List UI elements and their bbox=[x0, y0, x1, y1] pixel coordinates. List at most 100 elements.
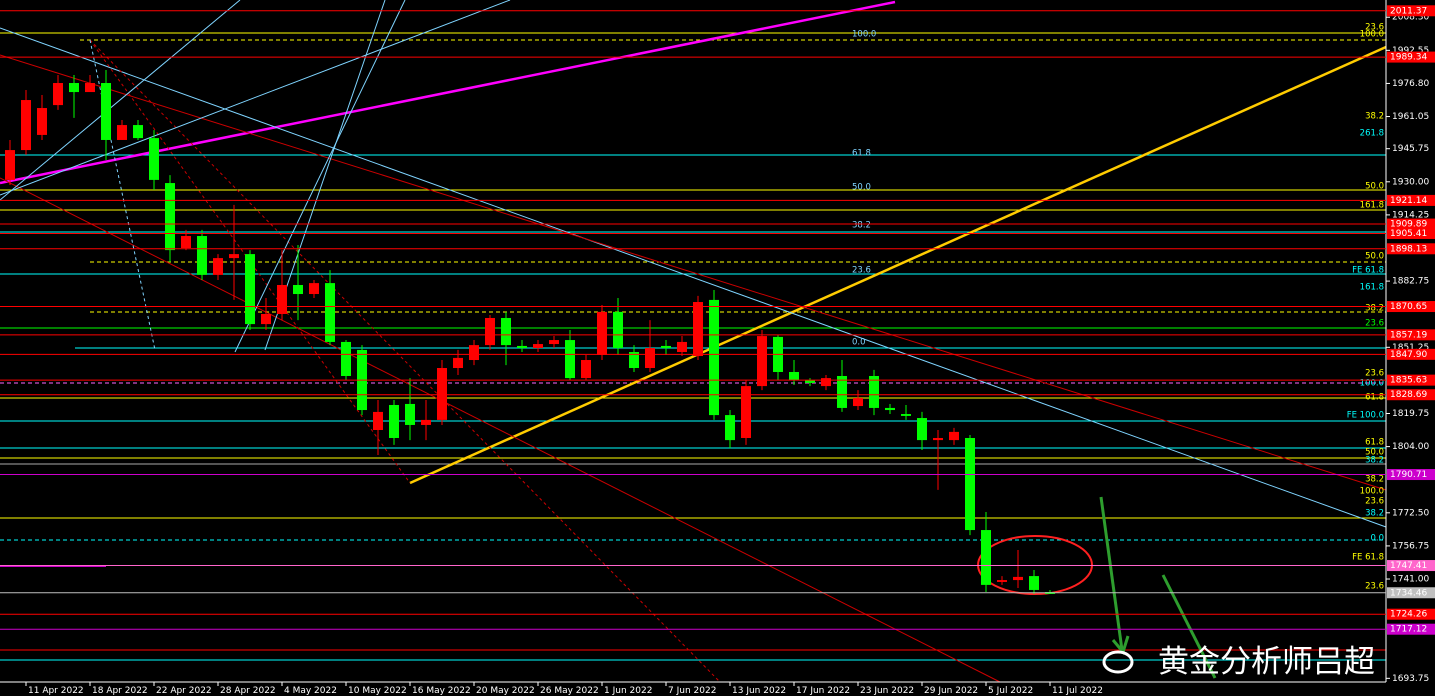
candle-body bbox=[837, 375, 847, 408]
candle-body bbox=[325, 283, 335, 342]
candle-body bbox=[949, 431, 959, 441]
candle-body bbox=[389, 404, 399, 438]
candle-body bbox=[501, 317, 511, 346]
candle-body bbox=[869, 375, 879, 408]
x-tick-label: 17 Jun 2022 bbox=[796, 686, 850, 696]
fib-label: 38.2 bbox=[1365, 456, 1384, 466]
price-tag-label: 1734.46 bbox=[1390, 588, 1427, 598]
fib-label: FE 61.8 bbox=[1352, 266, 1384, 276]
candle-body bbox=[181, 236, 191, 248]
candle-body bbox=[933, 437, 943, 441]
price-tag bbox=[1387, 389, 1435, 401]
candle-body bbox=[69, 83, 79, 93]
candle-body bbox=[421, 419, 431, 425]
candle-body bbox=[5, 150, 15, 180]
candle-body bbox=[1029, 576, 1039, 590]
fib-label: 38.2 bbox=[852, 221, 871, 231]
price-tag-label: 1909.89 bbox=[1390, 220, 1427, 230]
trend-line bbox=[0, 0, 241, 201]
candle-body bbox=[277, 284, 287, 314]
candle-body bbox=[373, 411, 383, 431]
y-tick-label: 1930.00 bbox=[1392, 177, 1429, 187]
fib-label: 50.0 bbox=[1365, 182, 1384, 192]
candle-body bbox=[549, 340, 559, 345]
x-tick-label: 22 Apr 2022 bbox=[156, 686, 212, 696]
x-tick-label: 11 Apr 2022 bbox=[28, 686, 84, 696]
x-tick-label: 20 May 2022 bbox=[476, 686, 535, 696]
candle-body bbox=[885, 407, 895, 411]
candle-body bbox=[853, 398, 863, 407]
price-tag bbox=[1387, 301, 1435, 313]
price-tag-label: 1989.34 bbox=[1390, 53, 1427, 63]
candle-body bbox=[165, 183, 175, 251]
x-tick-label: 26 May 2022 bbox=[540, 686, 599, 696]
fib-label: 61.8 bbox=[1365, 437, 1384, 447]
y-tick-label: 1851.25 bbox=[1392, 343, 1429, 353]
candle-body bbox=[725, 415, 735, 441]
watermark-icon bbox=[1102, 650, 1134, 674]
trend-line bbox=[89, 39, 411, 484]
fib-label: 0.0 bbox=[852, 337, 866, 347]
fib-label: 23.6 bbox=[1365, 369, 1384, 379]
price-tag bbox=[1387, 469, 1435, 481]
y-tick-label: 1819.75 bbox=[1392, 409, 1429, 419]
price-tag bbox=[1387, 348, 1435, 360]
fib-label: 38.2 bbox=[1365, 509, 1384, 519]
highlight-ellipse bbox=[977, 535, 1093, 595]
price-tag bbox=[1387, 227, 1435, 239]
y-tick-label: 1804.00 bbox=[1392, 442, 1429, 452]
candle-body bbox=[21, 100, 31, 151]
arrow bbox=[1161, 574, 1217, 679]
price-tag-label: 1835.63 bbox=[1390, 376, 1427, 386]
price-tag-label: 1921.14 bbox=[1390, 196, 1427, 206]
price-tag-label: 1905.41 bbox=[1390, 229, 1427, 239]
candle-body bbox=[805, 379, 815, 383]
candle-body bbox=[149, 138, 159, 180]
price-tag bbox=[1387, 623, 1435, 635]
trend-line bbox=[89, 39, 156, 351]
y-tick-label: 1882.75 bbox=[1392, 277, 1429, 287]
x-tick-label: 4 May 2022 bbox=[284, 686, 337, 696]
price-tag-label: 1790.71 bbox=[1390, 470, 1427, 480]
fib-label: 50.0 bbox=[852, 183, 871, 193]
candle-body bbox=[405, 403, 415, 425]
candle-body bbox=[1013, 576, 1023, 581]
trend-line bbox=[0, 27, 1387, 528]
candle-body bbox=[485, 317, 495, 346]
fib-label: 50.0 bbox=[1365, 251, 1384, 261]
candle-body bbox=[53, 83, 63, 106]
candle-body bbox=[101, 83, 111, 140]
fib-label: 50.0 bbox=[1365, 448, 1384, 458]
candle-body bbox=[677, 341, 687, 353]
watermark: 黄金分析师吕超 bbox=[1102, 644, 1375, 680]
candle-body bbox=[85, 83, 95, 93]
candle-body bbox=[517, 345, 527, 349]
fib-label: 23.6 bbox=[1365, 497, 1384, 507]
fib-label: 100.0 bbox=[852, 30, 876, 40]
price-tag bbox=[1387, 5, 1435, 17]
candle-body bbox=[581, 360, 591, 379]
y-tick-label: 1741.00 bbox=[1392, 575, 1429, 585]
price-tag bbox=[1387, 587, 1435, 599]
candle-body bbox=[453, 357, 463, 369]
trend-line bbox=[0, 177, 1001, 683]
x-tick-label: 11 Jul 2022 bbox=[1052, 686, 1103, 696]
x-tick-label: 10 May 2022 bbox=[348, 686, 407, 696]
candle-body bbox=[309, 283, 319, 295]
candle-body bbox=[645, 348, 655, 369]
fib-label: 38.2 bbox=[1365, 303, 1384, 313]
price-tag-label: 2011.37 bbox=[1390, 6, 1427, 16]
price-tag-label: 1828.69 bbox=[1390, 390, 1427, 400]
y-tick-label: 1945.75 bbox=[1392, 144, 1429, 154]
candle-body bbox=[789, 372, 799, 380]
candle-body bbox=[821, 378, 831, 387]
price-tag bbox=[1387, 374, 1435, 386]
price-tag bbox=[1387, 608, 1435, 620]
fib-label: 23.6 bbox=[1365, 319, 1384, 329]
candle-body bbox=[37, 108, 47, 135]
price-tag-label: 1847.90 bbox=[1390, 350, 1427, 360]
x-tick-label: 18 Apr 2022 bbox=[92, 686, 148, 696]
trend-line bbox=[0, 0, 511, 196]
price-tag-label: 1857.19 bbox=[1390, 330, 1427, 340]
